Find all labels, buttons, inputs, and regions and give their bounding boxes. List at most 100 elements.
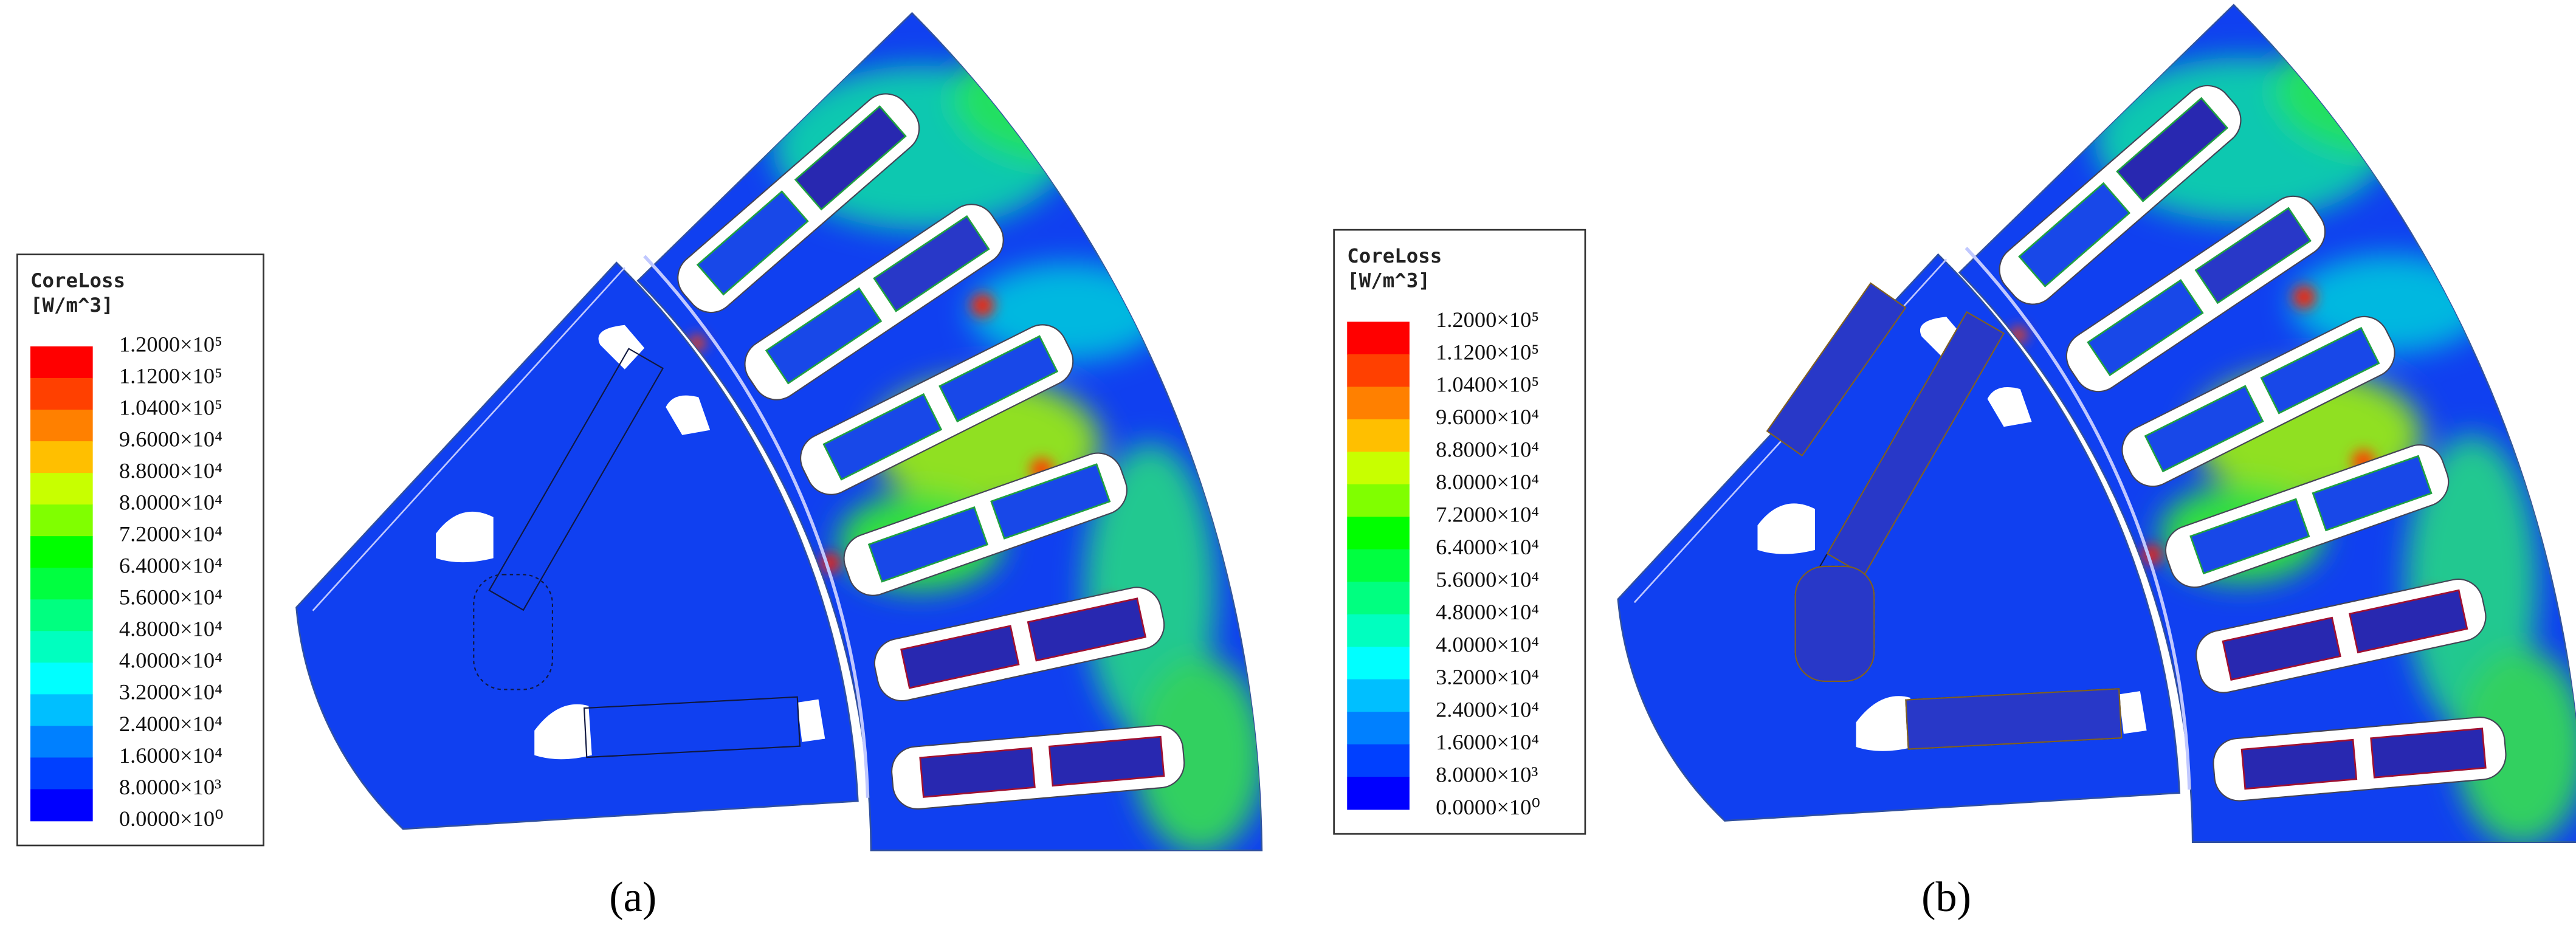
coil: [2312, 455, 2433, 532]
coil: [696, 190, 809, 296]
coil: [900, 625, 1020, 689]
legend-swatch: [1347, 484, 1410, 518]
coil: [990, 463, 1111, 540]
coil: [794, 105, 907, 211]
coil: [2370, 727, 2487, 779]
caption: (b): [1921, 873, 1971, 921]
legend-label: 8.0000×10⁴: [1436, 470, 1539, 494]
legend-unit: [W/m^3]: [30, 294, 114, 317]
legend-label: 4.8000×10⁴: [119, 617, 222, 641]
slot: [744, 204, 1004, 401]
slot: [2121, 315, 2395, 487]
legend-swatch: [1347, 777, 1410, 810]
legend-swatch: [1347, 744, 1410, 777]
legend-swatch: [30, 789, 93, 822]
legend-label: 1.6000×10⁴: [119, 743, 222, 768]
stator-slots: [677, 93, 1185, 810]
magnet: [1826, 311, 2005, 576]
caption: (a): [609, 873, 656, 921]
legend-swatch: [30, 377, 93, 410]
legend-label: 1.2000×10⁵: [119, 332, 222, 356]
coil: [2260, 326, 2380, 414]
legend-swatch: [30, 441, 93, 473]
legend-label: 9.6000×10⁴: [119, 427, 222, 451]
legend-swatch: [30, 694, 93, 727]
legend-label: 1.0400×10⁵: [1436, 373, 1539, 397]
legend-swatch: [30, 631, 93, 664]
slot: [1999, 84, 2242, 305]
coil: [765, 287, 883, 385]
coil: [873, 215, 990, 312]
legend: CoreLoss [W/m^3] 1.2000×10⁵ 1.1200×10⁵ 1.0…: [1333, 229, 1586, 835]
coil: [2087, 279, 2204, 376]
legend-swatch: [1347, 354, 1410, 388]
stator-slots: [1999, 84, 2507, 802]
legend-swatch: [1347, 517, 1410, 550]
coil: [2349, 589, 2468, 653]
coil: [2194, 207, 2312, 304]
slot: [2195, 578, 2487, 693]
legend-swatch: [1347, 452, 1410, 485]
legend-label: 0.0000×10⁰: [1436, 795, 1540, 819]
slot: [873, 586, 1165, 702]
legend-label: 8.0000×10³: [1436, 763, 1538, 787]
legend-label: 7.2000×10⁴: [1436, 503, 1539, 527]
legend-swatch: [1347, 419, 1410, 453]
legend-label: 1.1200×10⁵: [119, 363, 222, 388]
legend-label: 1.0400×10⁵: [119, 395, 222, 419]
legend-swatch: [1347, 679, 1410, 712]
legend-label: 5.6000×10⁴: [119, 585, 222, 610]
coil: [1048, 735, 1165, 787]
slot: [800, 324, 1074, 495]
legend-label: 3.2000×10⁴: [1436, 665, 1539, 689]
legend-label: 9.6000×10⁴: [1436, 405, 1539, 429]
slot: [677, 93, 920, 314]
legend-label: 8.0000×10³: [119, 775, 221, 799]
legend-swatch: [1347, 387, 1410, 420]
legend-label: 7.2000×10⁴: [119, 522, 222, 546]
legend-swatch: [30, 568, 93, 600]
coil: [2240, 738, 2358, 790]
legend-swatch: [30, 473, 93, 505]
legend-label: 4.8000×10⁴: [1436, 600, 1539, 624]
legend-swatch: [30, 757, 93, 790]
legend-swatch: [1347, 614, 1410, 648]
legend-swatch: [30, 346, 93, 379]
legend-title: CoreLoss: [1347, 244, 1442, 267]
legend-swatch: [30, 536, 93, 569]
coil: [938, 335, 1059, 423]
legend-label: 4.0000×10⁴: [119, 648, 222, 673]
legend-label: 0.0000×10⁰: [119, 807, 224, 831]
slot: [2213, 717, 2507, 802]
legend-label: 2.4000×10⁴: [1436, 698, 1539, 722]
motor-section: [297, 13, 1266, 854]
legend-label: 4.0000×10⁴: [1436, 633, 1539, 657]
coil: [1027, 597, 1147, 662]
coil: [2018, 182, 2131, 287]
legend-swatch: [1347, 647, 1410, 680]
coil: [919, 747, 1036, 798]
slot: [843, 452, 1128, 596]
legend-label: 8.0000×10⁴: [119, 490, 222, 514]
motor-plot-a: [297, 13, 1266, 854]
motor-plot-b: [1618, 5, 2576, 845]
coil: [2189, 498, 2310, 575]
slot: [2164, 444, 2450, 588]
magnet: [1766, 282, 1907, 457]
legend-label: 5.6000×10⁴: [1436, 568, 1539, 592]
slot: [890, 724, 1185, 810]
legend-label: 8.8000×10⁴: [119, 458, 222, 483]
legend-label: 1.2000×10⁵: [1436, 308, 1539, 332]
legend-swatch: [30, 504, 93, 537]
legend-swatch: [30, 726, 93, 758]
legend-swatch: [30, 599, 93, 632]
legend-swatch: [1347, 582, 1410, 615]
legend-label: 1.6000×10⁴: [1436, 730, 1539, 754]
legend-swatch: [1347, 712, 1410, 745]
legend-label: 3.2000×10⁴: [119, 680, 222, 704]
legend-swatch: [1347, 322, 1410, 355]
magnet: [1905, 688, 2123, 750]
coil: [2222, 616, 2341, 681]
